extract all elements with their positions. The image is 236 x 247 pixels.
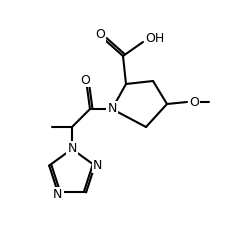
Text: N: N <box>67 143 77 156</box>
Text: O: O <box>80 74 90 86</box>
Text: O: O <box>95 28 105 41</box>
Text: N: N <box>107 103 117 116</box>
Text: N: N <box>93 159 102 172</box>
Text: OH: OH <box>145 33 165 45</box>
Text: N: N <box>53 188 63 201</box>
Text: O: O <box>189 96 199 108</box>
